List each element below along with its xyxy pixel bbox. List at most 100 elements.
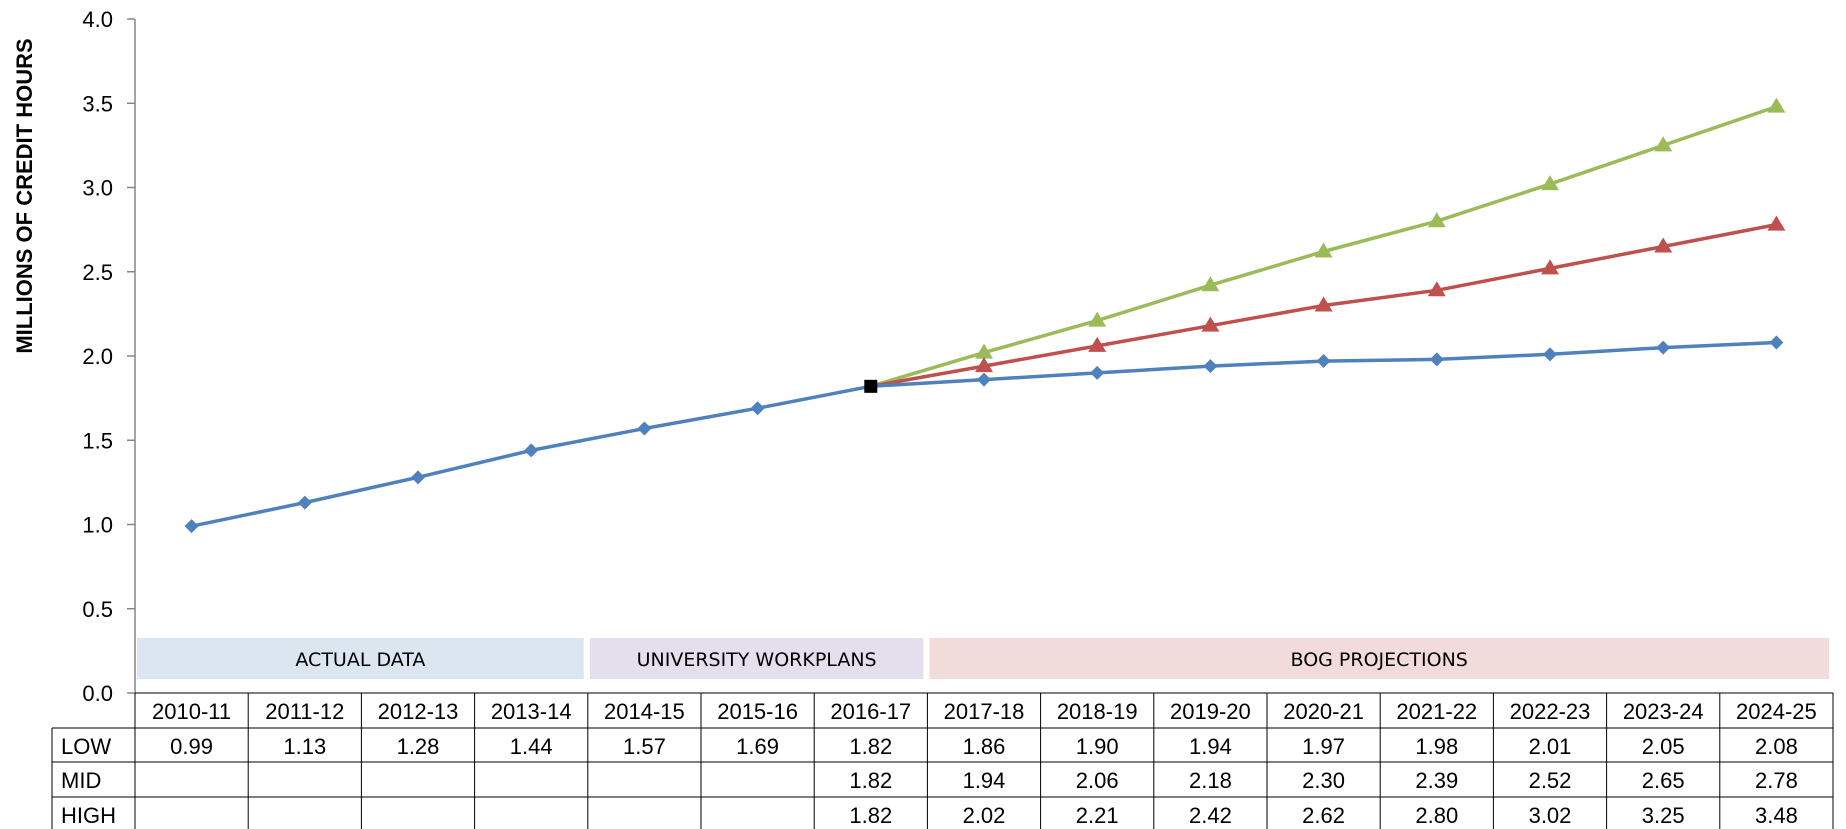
highlight-point [864,379,878,393]
x-category-label: 2023-24 [1623,699,1704,724]
y-axis: 0.0 0.5 1.0 1.5 2.0 2.5 3.0 3.5 4.0 [82,7,136,706]
data-point-high [975,343,993,359]
table-cell: 2.21 [1076,803,1119,828]
table-cell: 3.25 [1642,803,1685,828]
data-point-low [750,401,765,416]
period-band-label: BOG PROJECTIONS [1291,649,1468,671]
table-cell: 1.82 [849,734,892,759]
table-row-label: LOW [61,734,111,759]
table-cell: 2.30 [1302,768,1345,793]
y-tick-label: 4.0 [82,7,113,32]
y-tick-label: 1.5 [82,428,113,453]
x-category-label: 2020-21 [1283,699,1364,724]
table-cell: 1.98 [1415,734,1458,759]
y-tick-label: 0.5 [82,597,113,622]
table-row-label: MID [61,768,101,793]
x-category-label: 2024-25 [1736,699,1817,724]
table-cell: 1.69 [736,734,779,759]
series-markers [184,97,1786,534]
table-cell: 2.05 [1642,734,1685,759]
data-table: 2010-11 2011-12 2012-13 2013-14 2014-15 2015-… [51,692,1834,829]
x-category-label: 2012-13 [378,699,459,724]
data-point-high [1767,97,1786,113]
data-point-mid [1767,215,1786,231]
data-point-high [1541,175,1559,191]
y-tick-label: 3.0 [82,176,113,201]
table-cell: 2.02 [963,803,1006,828]
data-point-mid [1427,281,1446,297]
table-cell: 2.39 [1415,768,1458,793]
series-lines [191,104,1777,528]
table-cell: 1.90 [1076,734,1119,759]
x-category-label: 2016-17 [830,699,911,724]
x-category-label: 2013-14 [491,699,572,724]
x-category-label: 2017-18 [944,699,1025,724]
table-cell: 2.06 [1076,768,1119,793]
data-point-low [977,372,991,387]
x-category-label: 2014-15 [604,699,685,724]
data-point-mid [1088,336,1107,352]
table-row-label: HIGH [61,803,116,828]
x-category-label: 2019-20 [1170,699,1251,724]
data-point-low [184,519,199,534]
data-point-mid [1541,259,1559,275]
table-cell: 1.94 [963,768,1006,793]
data-point-mid [1314,296,1333,312]
table-cell: 1.13 [283,734,326,759]
period-bands: ACTUAL DATA UNIVERSITY WORKPLANS BOG PROJE… [137,638,1829,679]
period-band [589,638,924,679]
data-point-low [1656,340,1671,355]
period-band [929,638,1829,679]
data-point-low [1543,347,1557,362]
data-point-low [637,421,652,436]
data-point-low [1316,354,1331,369]
data-point-mid [1654,237,1673,253]
table-cell: 2.80 [1415,803,1458,828]
y-axis-label: MILLIONS OF CREDIT HOURS [12,38,37,353]
table-cell: 2.18 [1189,768,1232,793]
y-tick-label: 3.5 [82,91,113,116]
table-cell: 1.97 [1302,734,1345,759]
period-band-label: ACTUAL DATA [295,649,425,671]
data-point-mid [975,357,993,373]
table-cell: 2.42 [1189,803,1232,828]
table-cell: 2.62 [1302,803,1345,828]
y-tick-label: 0.0 [82,681,113,706]
data-point-high [1654,136,1673,152]
data-point-low [297,495,312,510]
period-band [137,638,584,679]
y-tick-label: 2.0 [82,344,113,369]
table-cell: 1.94 [1189,734,1232,759]
x-category-label: 2022-23 [1510,699,1591,724]
data-point-low [1769,335,1784,350]
table-cell: 1.57 [623,734,666,759]
table-cell: 2.01 [1529,734,1572,759]
data-point-high [1314,242,1333,258]
table-cell: 1.86 [963,734,1006,759]
y-tick-label: 1.0 [82,513,113,538]
data-point-high [1427,212,1446,228]
table-cell: 3.48 [1755,803,1798,828]
table-cell: 1.28 [397,734,440,759]
data-point-low [1090,365,1105,380]
table-cell: 3.02 [1529,803,1572,828]
table-cell: 1.44 [510,734,553,759]
x-category-label: 2018-19 [1057,699,1138,724]
data-point-mid [1201,316,1220,332]
x-category-label: 2011-12 [265,699,344,724]
table-cell: 2.65 [1642,768,1685,793]
data-point-low [524,443,539,458]
y-tick-label: 2.5 [82,260,113,285]
x-category-label: 2010-11 [152,699,231,724]
data-point-high [1088,311,1107,327]
data-point-low [1429,352,1444,367]
data-point-low [1203,359,1218,374]
table-cell: 2.08 [1755,734,1798,759]
data-point-low [411,470,425,485]
table-cell: 2.78 [1755,768,1798,793]
period-band-label: UNIVERSITY WORKPLANS [637,649,877,671]
table-cell: 2.52 [1529,768,1572,793]
x-category-label: 2021-22 [1396,699,1477,724]
data-point-high [1201,276,1220,292]
